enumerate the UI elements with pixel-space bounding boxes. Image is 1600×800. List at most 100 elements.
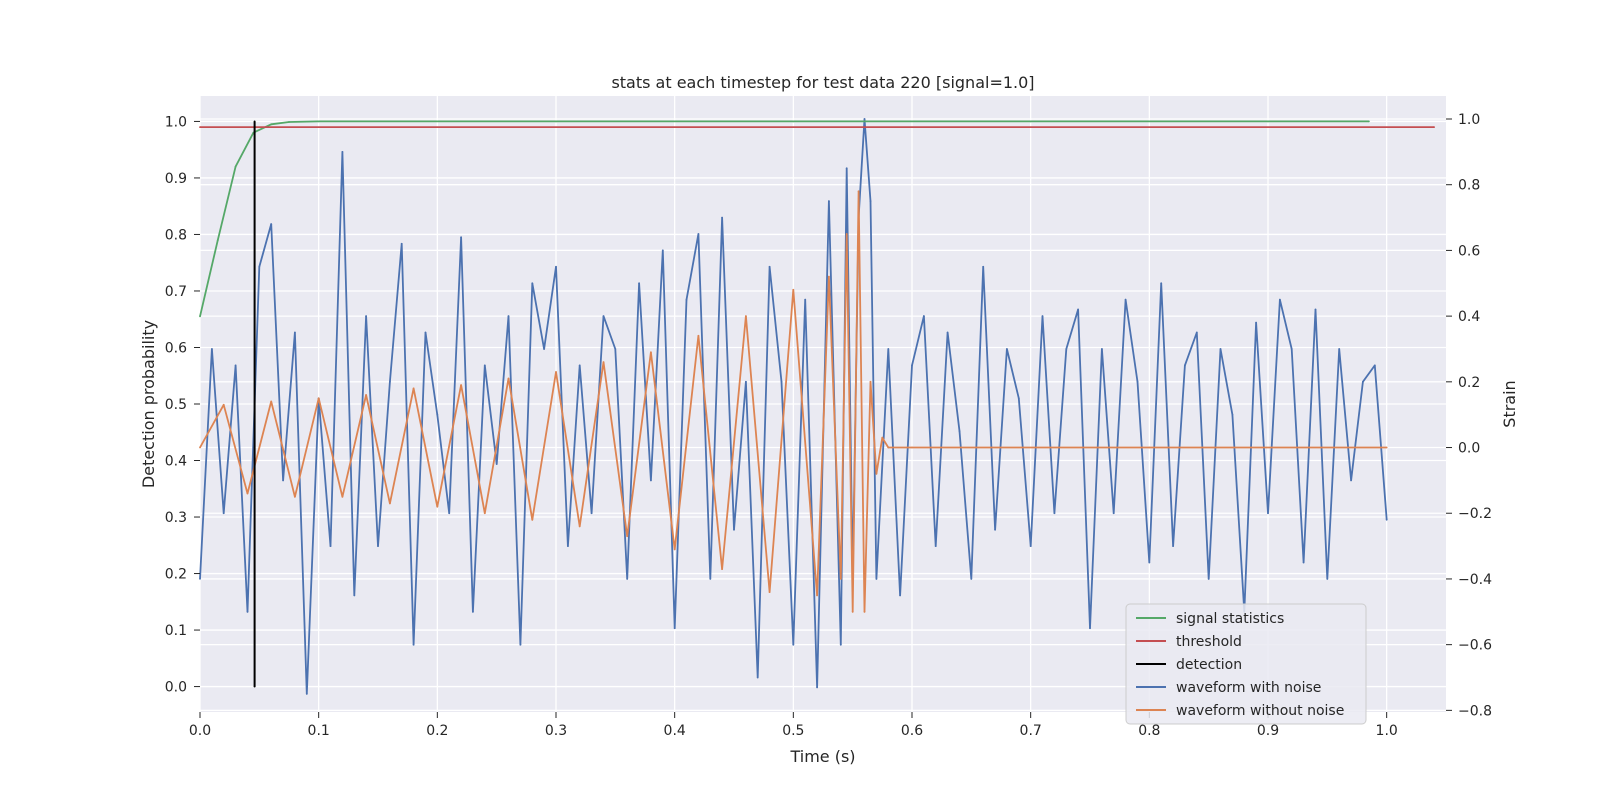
data-point-waveform-with-noise [1101,348,1103,350]
data-point-waveform-with-noise [1290,348,1293,350]
data-point-signal-statistics [1267,120,1269,123]
data-point-waveform-without-noise [578,525,581,528]
data-point-waveform-with-noise [1017,397,1020,400]
data-point-waveform-with-noise [1255,321,1257,324]
data-point-waveform-without-noise [857,190,860,193]
data-point-waveform-with-noise [709,578,712,580]
series-line-signal-statistics [199,120,1369,317]
data-point-waveform-without-noise [673,548,676,551]
y2-tick-label: 0.8 [1458,178,1480,194]
data-point-waveform-with-noise [958,430,961,432]
data-point-waveform-with-noise [661,249,664,252]
data-point-waveform-with-noise [543,348,545,350]
data-point-waveform-without-noise [911,446,913,449]
data-point-waveform-with-noise [934,545,937,547]
data-point-waveform-with-noise [733,528,735,531]
data-point-signal-statistics [234,165,237,168]
data-point-waveform-with-noise [1112,512,1115,515]
y-tick-label: 1.0 [165,114,187,130]
data-point-waveform-without-noise [839,578,842,580]
x-tick-label: 0.3 [545,723,567,739]
x-tick-label: 0.5 [782,723,804,739]
data-point-waveform-with-noise [756,676,759,679]
data-point-waveform-with-noise [1029,545,1032,547]
data-point-waveform-with-noise [400,242,403,245]
data-point-waveform-without-noise [697,334,700,337]
data-point-waveform-with-noise [412,643,415,646]
data-point-waveform-with-noise [1124,298,1127,301]
data-point-waveform-with-noise [899,594,901,597]
data-point-waveform-with-noise [1279,298,1281,301]
data-point-waveform-with-noise [923,315,925,317]
y2-tick-label: 1.0 [1458,112,1480,128]
series-line-waveform-without-noise [199,190,1387,613]
legend-label: waveform without noise [1176,703,1344,719]
data-point-waveform-without-noise [507,377,510,380]
data-point-waveform-with-noise [1053,512,1056,515]
data-point-waveform-with-noise [1326,578,1329,580]
data-point-signal-statistics [555,120,557,123]
data-point-waveform-with-noise [994,528,996,531]
y2-tick-label: −0.8 [1458,703,1492,719]
data-point-waveform-without-noise [365,394,367,396]
data-point-waveform-without-noise [531,518,534,521]
data-point-waveform-with-noise [875,578,878,580]
data-point-waveform-without-noise [626,535,629,538]
data-point-waveform-without-noise [851,610,854,613]
data-point-waveform-without-noise [650,351,652,354]
data-point-waveform-without-noise [436,505,439,508]
data-point-waveform-with-noise [697,233,700,235]
data-point-waveform-with-noise [365,315,367,317]
data-point-waveform-with-noise [246,610,249,613]
data-point-signal-statistics [270,123,273,126]
data-point-waveform-with-noise [685,298,688,301]
data-point-waveform-with-noise [1184,364,1186,367]
data-point-waveform-with-noise [1302,561,1305,564]
data-point-waveform-without-noise [483,512,486,515]
data-point-waveform-without-noise [246,492,249,495]
data-point-waveform-with-noise [638,282,640,285]
data-point-waveform-with-noise [211,348,213,350]
chart-title: stats at each timestep for test data 220… [611,73,1034,92]
data-point-waveform-with-noise [1172,545,1174,547]
data-point-threshold [1433,126,1435,128]
data-point-waveform-with-noise [1136,380,1139,383]
legend-label: detection [1176,657,1242,673]
y-tick-label: 0.3 [165,510,187,526]
data-point-waveform-with-noise [911,364,913,367]
data-point-waveform-with-noise [1006,348,1008,350]
data-point-waveform-without-noise [845,233,848,235]
data-point-waveform-with-noise [448,512,451,515]
data-point-waveform-without-noise [555,371,557,373]
x-tick-label: 0.8 [1138,723,1160,739]
x-tick-label: 0.9 [1257,723,1279,739]
x-tick-label: 0.2 [426,723,448,739]
data-point-waveform-with-noise [472,610,474,613]
data-point-waveform-with-noise [1160,282,1163,285]
axes: 0.0 0.1 0.2 0.3 0.4 0.5 0.6 0.7 0.8 0.9 1.0 0.0 0.1 0… [165,112,1492,739]
data-point-signal-statistics [216,239,219,242]
data-point-waveform-with-noise [234,364,237,367]
y-tick-label: 0.0 [165,680,187,696]
data-point-waveform-with-noise [353,594,356,597]
legend-box [1125,603,1367,725]
legend-label: signal statistics [1176,611,1284,627]
data-point-waveform-with-noise [804,298,807,301]
y2-tick-label: −0.2 [1458,506,1492,522]
data-point-waveform-with-noise [258,265,261,268]
data-point-waveform-with-noise [424,331,427,334]
y2-tick-label: −0.6 [1458,638,1492,654]
data-point-waveform-without-noise [317,397,320,400]
data-point-waveform-without-noise [222,403,225,406]
data-point-signal-statistics [1368,120,1370,123]
data-point-waveform-with-noise [389,380,391,383]
data-point-waveform-with-noise [1207,578,1210,580]
data-point-waveform-with-noise [1148,561,1151,564]
data-point-waveform-with-noise [495,463,498,465]
data-point-waveform-without-noise [412,387,415,390]
data-point-signal-statistics [317,120,320,123]
data-point-waveform-with-noise [1195,331,1198,334]
data-point-waveform-with-noise [555,265,557,268]
data-point-waveform-with-noise [780,380,783,383]
